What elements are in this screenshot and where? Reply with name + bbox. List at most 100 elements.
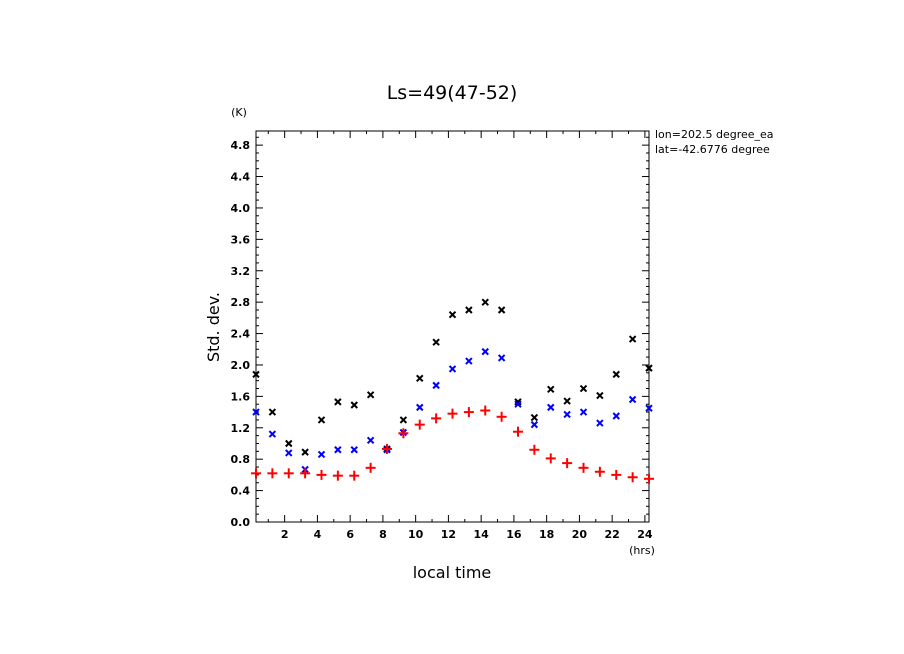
y-tick-label: 0.8 <box>231 453 251 466</box>
marker-stroke <box>514 398 522 406</box>
marker-stroke <box>448 365 457 373</box>
x-marker <box>497 354 506 362</box>
marker-stroke <box>579 408 588 416</box>
x-marker <box>645 404 653 412</box>
marker-stroke <box>317 450 326 459</box>
marker-stroke <box>514 400 522 408</box>
marker-stroke <box>252 408 260 416</box>
x-marker <box>612 412 620 420</box>
marker-stroke <box>350 446 358 454</box>
marker-stroke <box>481 347 489 356</box>
x-marker <box>334 446 342 454</box>
marker-stroke <box>366 436 375 445</box>
marker-stroke <box>416 374 424 383</box>
marker-stroke <box>252 370 260 379</box>
x-marker <box>432 381 440 390</box>
x-marker <box>350 401 358 409</box>
y-tick-label: 4.8 <box>231 139 251 152</box>
marker-stroke <box>596 391 604 400</box>
plus-marker <box>611 469 622 480</box>
marker-stroke <box>465 357 473 365</box>
marker-stroke <box>268 430 277 438</box>
plus-marker <box>644 473 654 484</box>
annotation-lat: lat=-42.6776 degree <box>655 143 770 156</box>
marker-stroke <box>645 404 653 412</box>
x-marker <box>285 449 293 457</box>
x-marker <box>317 416 326 424</box>
marker-stroke <box>530 420 539 429</box>
x-tick-label: 6 <box>346 528 354 541</box>
marker-stroke <box>366 391 375 399</box>
plus-marker <box>365 462 376 473</box>
y-tick-label: 2.4 <box>231 328 251 341</box>
y-tick-label: 3.6 <box>231 233 251 246</box>
x-unit-label: (hrs) <box>629 544 655 557</box>
plus-marker <box>431 413 442 424</box>
marker-stroke <box>448 311 457 319</box>
x-tick-label: 10 <box>408 528 424 541</box>
marker-stroke <box>350 401 358 409</box>
x-marker <box>399 416 408 424</box>
plus-marker <box>283 468 294 479</box>
y-tick-label: 2.8 <box>231 296 251 309</box>
marker-stroke <box>432 338 440 346</box>
marker-stroke <box>268 408 277 416</box>
y-tick-label: 1.6 <box>231 390 251 403</box>
y-tick-label: 3.2 <box>231 265 251 278</box>
x-marker <box>366 436 375 445</box>
y-tick-label: 0.4 <box>231 485 251 498</box>
data-points <box>251 298 654 484</box>
y-tick-label: 4.0 <box>231 202 251 215</box>
plus-marker <box>627 472 638 483</box>
plus-marker <box>398 428 409 439</box>
marker-stroke <box>612 412 620 420</box>
x-marker <box>448 365 457 373</box>
x-marker <box>579 384 588 393</box>
annotation-lon: lon=202.5 degree_ea <box>655 128 774 141</box>
marker-stroke <box>612 370 620 379</box>
x-marker <box>301 448 309 456</box>
marker-stroke <box>596 419 604 427</box>
plus-marker <box>414 419 425 430</box>
x-tick-label: 20 <box>572 528 588 541</box>
plus-marker <box>496 411 507 422</box>
x-marker <box>465 357 473 365</box>
x-marker <box>317 450 326 459</box>
plus-marker <box>447 408 458 419</box>
chart-title: Ls=49(47-52) <box>387 82 518 104</box>
x-axis-label: local time <box>413 563 492 582</box>
x-marker <box>465 306 473 314</box>
x-tick-label: 18 <box>539 528 554 541</box>
x-marker <box>645 364 653 372</box>
x-marker <box>497 306 506 314</box>
plus-marker <box>251 468 261 479</box>
x-marker <box>563 397 571 405</box>
x-marker <box>252 408 260 416</box>
plus-marker <box>529 444 540 455</box>
x-marker <box>514 400 522 408</box>
plus-marker <box>578 462 589 473</box>
plus-marker <box>545 453 556 464</box>
x-tick-label: 24 <box>637 528 653 541</box>
x-marker <box>416 374 424 383</box>
x-marker <box>285 439 293 448</box>
y-axis-ticks: 0.0 0.4 0.8 1.2 1.6 2.0 2.4 2.8 3.2 3.6 4.0 4.4 4.8 <box>231 136 649 529</box>
plot-frame <box>255 130 650 523</box>
x-marker <box>530 413 539 422</box>
marker-stroke <box>579 384 588 393</box>
x-axis-ticks: 2 4 6 8 10 12 14 16 18 20 22 24 <box>267 131 653 541</box>
x-marker <box>448 311 457 319</box>
marker-stroke <box>628 335 637 343</box>
plus-marker <box>480 405 491 416</box>
plus-marker <box>316 469 327 480</box>
marker-stroke <box>334 398 342 406</box>
x-marker <box>268 430 277 438</box>
x-marker <box>628 395 637 404</box>
x-marker <box>481 347 489 356</box>
y-unit-label: (K) <box>231 106 247 119</box>
marker-stroke <box>547 385 555 394</box>
marker-stroke <box>285 439 293 448</box>
x-tick-label: 8 <box>379 528 387 541</box>
marker-stroke <box>645 364 653 372</box>
x-marker <box>563 410 571 419</box>
